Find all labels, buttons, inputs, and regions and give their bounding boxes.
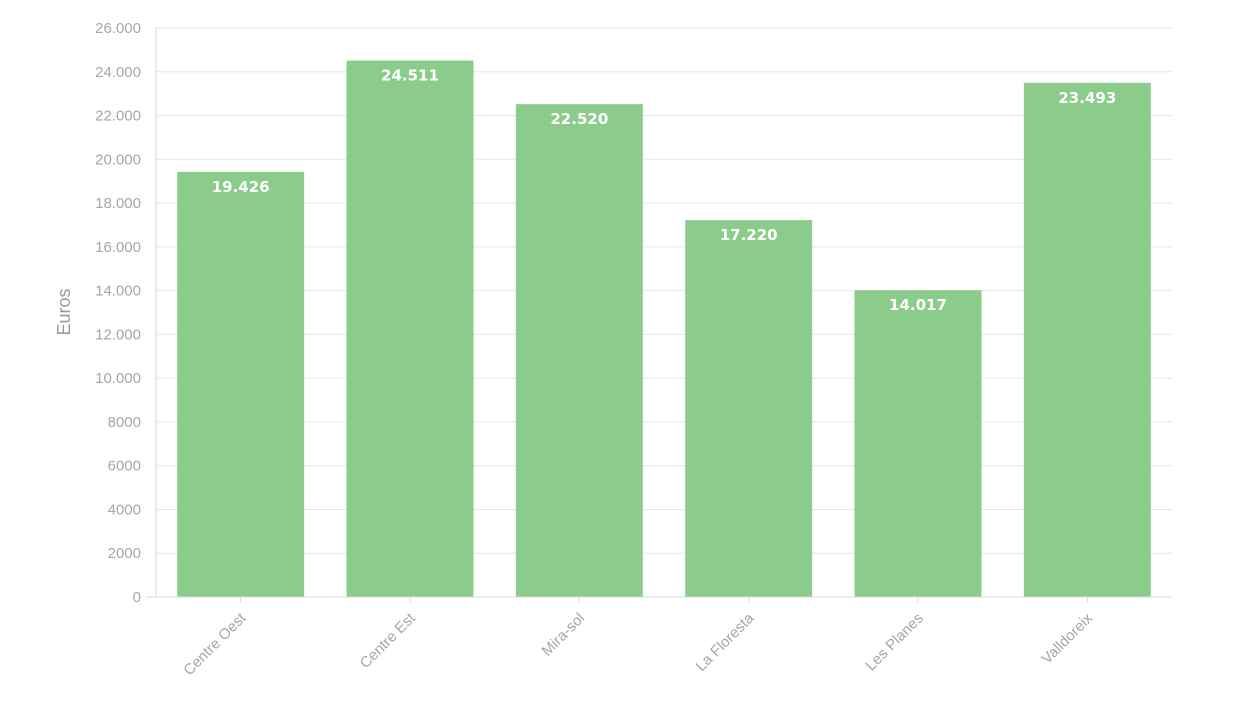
x-tick-label: Valldoreix xyxy=(1038,609,1096,667)
y-tick-label: 14.000 xyxy=(95,283,141,300)
bar xyxy=(854,290,982,597)
bar-value-label: 14.017 xyxy=(889,296,947,314)
bar-value-label: 24.511 xyxy=(381,67,439,85)
x-tick-label: Les Planes xyxy=(862,610,927,675)
bar-value-label: 19.426 xyxy=(212,178,270,196)
y-tick-label: 20.000 xyxy=(95,151,141,168)
bar xyxy=(515,104,643,598)
bar xyxy=(1023,82,1151,597)
bar xyxy=(177,171,305,598)
bar-value-label: 22.520 xyxy=(550,110,608,128)
grid-layer xyxy=(156,27,1172,554)
y-tick-label: 4000 xyxy=(108,501,141,518)
y-tick-label: 0 xyxy=(133,589,141,606)
bar-value-label: 23.493 xyxy=(1058,89,1116,107)
bar xyxy=(685,220,813,598)
x-tick-label: Centre Oest xyxy=(180,609,250,679)
y-axis-title: Euros xyxy=(54,288,74,335)
y-tick-label: 8000 xyxy=(108,414,141,431)
y-tick-label: 2000 xyxy=(108,545,141,562)
x-tick-label: La Floresta xyxy=(692,609,758,675)
y-tick-label: 16.000 xyxy=(95,239,141,256)
y-tick-label: 12.000 xyxy=(95,326,141,343)
y-tick-label: 18.000 xyxy=(95,195,141,212)
bar-value-label: 17.220 xyxy=(720,226,778,244)
bar xyxy=(346,60,474,598)
x-tick-label: Mira-sol xyxy=(538,610,588,660)
y-tick-label: 6000 xyxy=(108,458,141,475)
y-tick-label: 22.000 xyxy=(95,108,141,125)
bars-layer: 19.426 24.511 22.520 17.220 14.017 23.493 xyxy=(177,60,1151,598)
y-tick-label: 24.000 xyxy=(95,64,141,81)
y-tick-label: 10.000 xyxy=(95,370,141,387)
x-tick-label: Centre Est xyxy=(357,609,420,672)
y-tick-label: 26.000 xyxy=(95,20,141,37)
